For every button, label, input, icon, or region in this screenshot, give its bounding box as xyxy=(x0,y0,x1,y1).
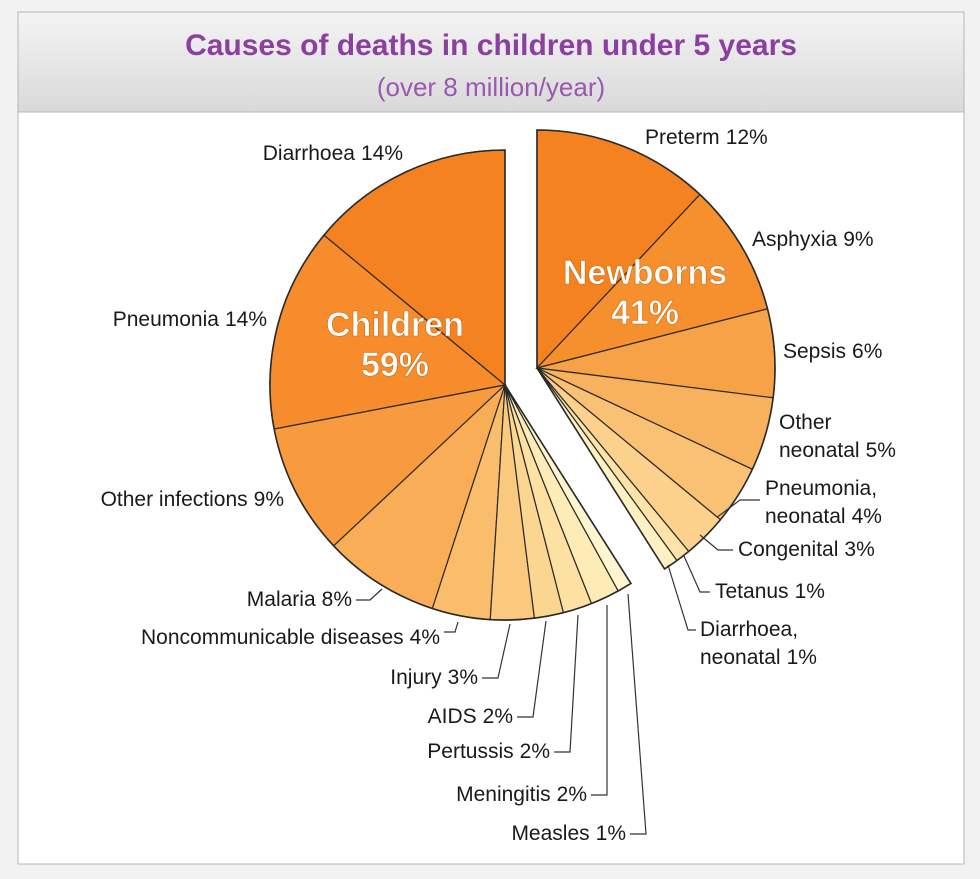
leader-line xyxy=(627,593,647,835)
slice-value: 14% xyxy=(225,308,267,331)
leader-line xyxy=(591,605,608,796)
group-value: 41% xyxy=(611,294,679,332)
slice-label: Injury 3% xyxy=(390,666,478,689)
slice-label: Measles 1% xyxy=(511,822,626,845)
slice-label: Other infections 9% xyxy=(101,488,284,511)
slice-label: Diarrhoea 14% xyxy=(263,142,403,165)
slice-label: Pneumonia, neonatal 4% xyxy=(765,477,883,528)
slice-name: Other infections xyxy=(101,488,248,511)
group-wedge xyxy=(269,149,633,621)
slice-label: Congenital 3% xyxy=(738,538,875,561)
slice-value: 4% xyxy=(410,626,440,649)
slice-value: 3% xyxy=(844,538,874,561)
slice-label: Malaria 8% xyxy=(247,588,352,611)
slice-name: Asphyxia xyxy=(752,228,838,251)
slice-value: 3% xyxy=(448,666,478,689)
slice-label: Asphyxia 9% xyxy=(752,228,874,251)
slice-label: Other neonatal 5% xyxy=(779,411,896,462)
slice-name: Diarrhoea, neonatal xyxy=(700,618,804,669)
slice-name: Measles xyxy=(511,822,589,845)
slice-label: Pertussis 2% xyxy=(427,740,550,763)
leader-line xyxy=(356,588,383,601)
slice-name: Pertussis xyxy=(427,740,513,763)
leader-line xyxy=(699,534,733,551)
slice-value: 2% xyxy=(557,783,587,806)
leader-line xyxy=(667,564,696,631)
slice-label: Sepsis 6% xyxy=(783,340,882,363)
slice-name: Injury xyxy=(390,666,442,689)
leader-line xyxy=(517,620,547,718)
pie: Preterm 12%Asphyxia 9%Sepsis 6%Other neonat… xyxy=(101,126,896,845)
slice-label: Meningitis 2% xyxy=(456,783,587,806)
slice-value: 2% xyxy=(520,740,550,763)
slice-value: 14% xyxy=(361,142,403,165)
slice-name: Pneumonia xyxy=(113,308,220,331)
slice-name: Preterm xyxy=(645,126,720,149)
slice-value: 1% xyxy=(596,822,626,845)
slice-value: 2% xyxy=(483,705,513,728)
group-wedge xyxy=(536,129,776,571)
leader-line xyxy=(482,623,511,679)
slice-name: Pneumonia, neonatal xyxy=(765,477,883,528)
slice-name: Sepsis xyxy=(783,340,846,363)
leader-line xyxy=(554,614,579,753)
slice-label: Pneumonia 14% xyxy=(113,308,267,331)
slice-label: Noncommunicable diseases 4% xyxy=(141,626,440,649)
slice-name: AIDS xyxy=(428,705,477,728)
slice-value: 1% xyxy=(787,646,817,669)
slice-name: Tetanus xyxy=(715,580,789,603)
slice-value: 12% xyxy=(726,126,768,149)
leader-line xyxy=(683,555,710,593)
chart-subtitle: (over 8 million/year) xyxy=(377,72,605,102)
slice-value: 4% xyxy=(852,505,882,528)
group-name: Newborns xyxy=(563,254,727,292)
slice-name: Noncommunicable diseases xyxy=(141,626,404,649)
slice-value: 1% xyxy=(795,580,825,603)
slice-value: 8% xyxy=(322,588,352,611)
chart-title: Causes of deaths in children under 5 yea… xyxy=(185,29,797,62)
leader-line xyxy=(444,621,459,633)
slice-name: Other neonatal xyxy=(779,411,860,462)
slice-label: Tetanus 1% xyxy=(715,580,825,603)
slice-label: Diarrhoea, neonatal 1% xyxy=(700,618,817,669)
slice-value: 5% xyxy=(866,439,896,462)
leader-line xyxy=(715,499,760,519)
slice-name: Malaria xyxy=(247,588,316,611)
slice-name: Diarrhoea xyxy=(263,142,356,165)
group-value: 59% xyxy=(361,346,429,384)
header xyxy=(17,11,965,113)
slice-value: 9% xyxy=(843,228,873,251)
slice-value: 9% xyxy=(254,488,284,511)
slice-label: Preterm 12% xyxy=(645,126,768,149)
slice-name: Congenital xyxy=(738,538,838,561)
slice-name: Meningitis xyxy=(456,783,551,806)
slice-value: 6% xyxy=(852,340,882,363)
slice-label: AIDS 2% xyxy=(428,705,513,728)
group-name: Children xyxy=(326,306,464,344)
